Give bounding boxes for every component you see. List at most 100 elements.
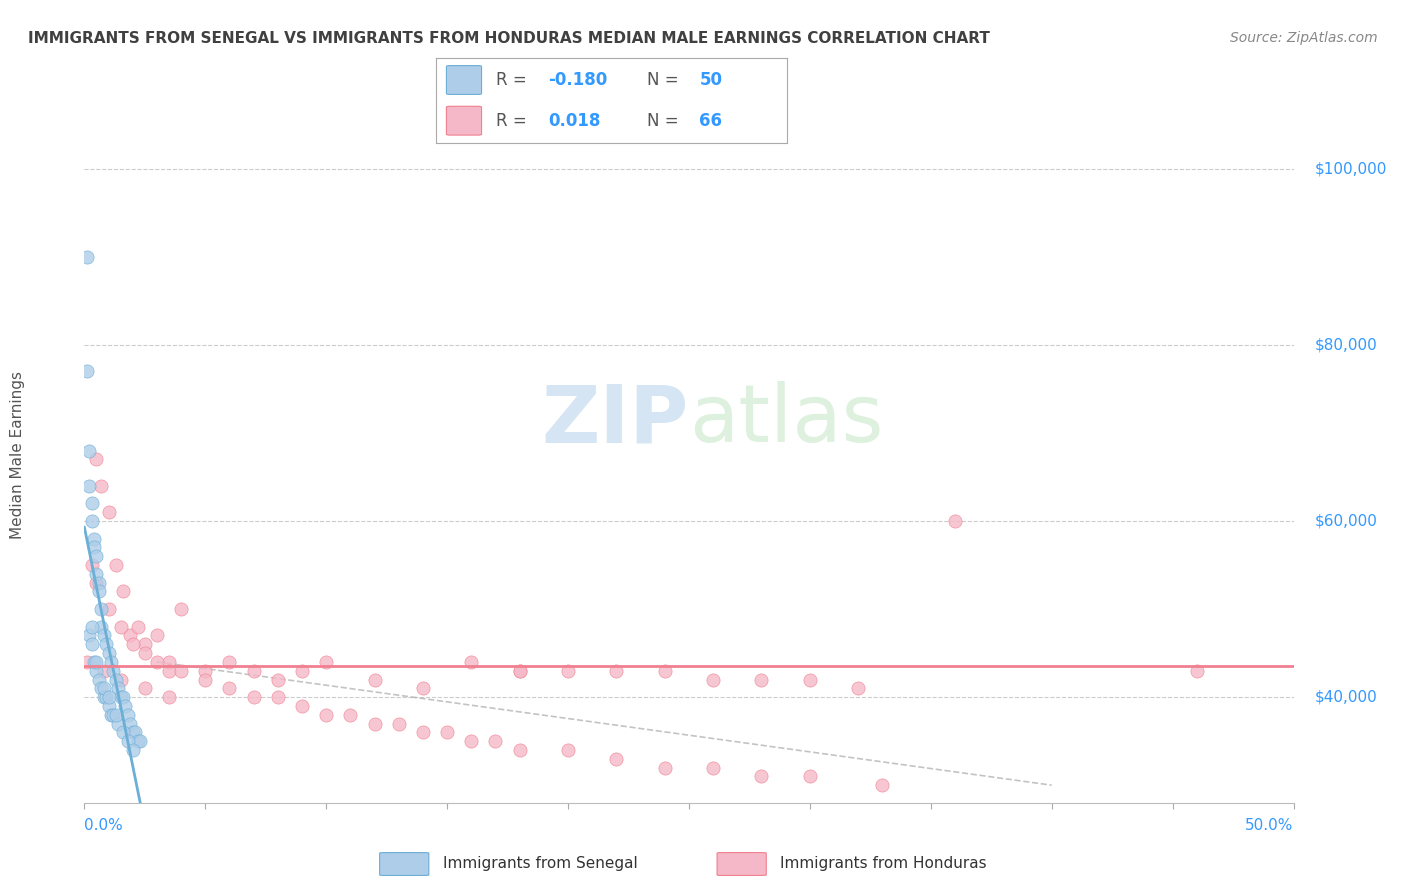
Text: R =: R =	[496, 71, 531, 89]
Point	[94, 690, 117, 705]
Point	[134, 637, 156, 651]
FancyBboxPatch shape	[447, 106, 481, 135]
Text: R =: R =	[496, 112, 531, 129]
Point	[117, 707, 139, 722]
Point	[97, 646, 120, 660]
Point	[412, 725, 434, 739]
Point	[104, 558, 127, 572]
Point	[77, 479, 100, 493]
Point	[87, 673, 110, 687]
Point	[86, 655, 108, 669]
Point	[112, 725, 135, 739]
Point	[97, 698, 120, 713]
Text: 50.0%: 50.0%	[1246, 818, 1294, 832]
Point	[112, 690, 135, 705]
Point	[170, 664, 193, 678]
Text: $100,000: $100,000	[1315, 161, 1386, 177]
Point	[83, 532, 105, 546]
Point	[80, 558, 103, 572]
Point	[127, 620, 149, 634]
Point	[80, 496, 103, 510]
Point	[86, 549, 108, 564]
Point	[104, 707, 127, 722]
Point	[242, 664, 264, 678]
Text: 50: 50	[700, 71, 723, 89]
Point	[83, 655, 105, 669]
Point	[110, 690, 132, 705]
Point	[103, 664, 125, 678]
FancyBboxPatch shape	[380, 853, 429, 875]
Point	[86, 566, 108, 581]
Point	[76, 364, 98, 378]
Point	[557, 664, 579, 678]
Point	[80, 637, 103, 651]
Point	[872, 778, 894, 792]
Point	[170, 602, 193, 616]
Point	[363, 716, 385, 731]
Point	[134, 646, 156, 660]
Point	[121, 637, 143, 651]
Point	[460, 655, 482, 669]
Point	[93, 664, 115, 678]
Point	[97, 602, 120, 616]
Text: 0.0%: 0.0%	[84, 818, 124, 832]
Point	[509, 664, 531, 678]
Point	[267, 673, 290, 687]
Text: $60,000: $60,000	[1315, 514, 1378, 528]
Point	[90, 620, 112, 634]
Point	[654, 761, 676, 775]
Point	[97, 690, 120, 705]
Point	[157, 655, 180, 669]
Text: N =: N =	[647, 71, 683, 89]
Point	[460, 734, 482, 748]
Point	[267, 690, 290, 705]
Point	[107, 716, 129, 731]
Point	[412, 681, 434, 696]
Point	[77, 443, 100, 458]
Point	[436, 725, 458, 739]
Text: Immigrants from Senegal: Immigrants from Senegal	[443, 855, 638, 871]
Point	[124, 725, 146, 739]
Point	[93, 690, 115, 705]
Text: $40,000: $40,000	[1315, 690, 1378, 705]
Point	[120, 716, 142, 731]
Point	[157, 664, 180, 678]
Point	[363, 673, 385, 687]
Point	[157, 690, 180, 705]
Point	[93, 681, 115, 696]
Point	[90, 479, 112, 493]
Point	[104, 673, 127, 687]
Text: $80,000: $80,000	[1315, 337, 1378, 352]
Point	[93, 628, 115, 642]
Point	[605, 752, 627, 766]
Point	[943, 514, 966, 528]
Point	[194, 673, 217, 687]
Text: Source: ZipAtlas.com: Source: ZipAtlas.com	[1230, 31, 1378, 45]
Point	[110, 673, 132, 687]
Point	[117, 734, 139, 748]
Point	[242, 690, 264, 705]
Point	[77, 628, 100, 642]
Point	[90, 602, 112, 616]
Point	[121, 743, 143, 757]
Point	[339, 707, 361, 722]
Point	[484, 734, 506, 748]
Point	[100, 655, 122, 669]
Text: Immigrants from Honduras: Immigrants from Honduras	[780, 855, 987, 871]
Point	[112, 584, 135, 599]
Point	[129, 734, 152, 748]
Point	[76, 655, 98, 669]
Point	[114, 698, 136, 713]
Point	[86, 664, 108, 678]
Point	[799, 673, 821, 687]
Point	[846, 681, 869, 696]
Text: N =: N =	[647, 112, 683, 129]
Point	[107, 681, 129, 696]
Point	[605, 664, 627, 678]
Point	[103, 707, 125, 722]
Point	[80, 620, 103, 634]
Point	[76, 250, 98, 264]
Point	[557, 743, 579, 757]
Text: ZIP: ZIP	[541, 381, 689, 459]
Point	[509, 743, 531, 757]
